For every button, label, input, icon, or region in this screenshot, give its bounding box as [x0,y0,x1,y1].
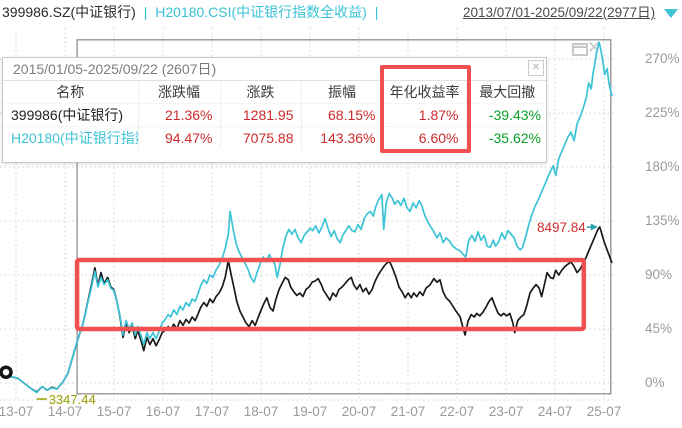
date-range-label[interactable]: 2013/07/01-2025/09/22(2977日) [462,5,656,20]
stats-panel-close-icon[interactable]: ✕ [528,60,544,76]
chevron-down-icon[interactable] [664,8,678,18]
row-chg-pct: 21.36% [137,103,220,127]
row-chg: 1281.95 [219,103,301,127]
chart-highlight-annotation [74,257,587,332]
max-pointer-arrow-icon [590,223,598,231]
series2-ticker[interactable]: H20180.CSI(中证银行指数全收益) [155,4,367,20]
y-tick-label: 0% [645,375,665,390]
stats-panel: 2015/01/05-2025/09/22 (2607日) ✕ 名称 涨跌幅 涨… [2,57,548,163]
x-tick-label: 13-07 [0,404,34,419]
stats-table: 名称 涨跌幅 涨跌 振幅 年化收益率 最大回撤 399986(中证银行) 21.… [3,81,548,149]
y-tick-label: 135% [645,213,680,228]
x-tick-label: 15-07 [96,404,132,419]
y-tick-label: 225% [645,105,680,120]
separator: | [143,4,148,20]
series1-ticker[interactable]: 399986.SZ(中证银行) [2,4,136,20]
x-tick-label: 16-07 [145,404,181,419]
table-row: H20180(中证银行指数全收益) 94.47% 7075.88 143.36%… [3,126,548,149]
chart-close-icon[interactable]: ✕ [587,38,602,57]
row-chg-pct: 94.47% [137,126,220,149]
max-value-label: 8497.84 [537,220,586,235]
row-max-drawdown: -39.43% [465,103,548,127]
date-range-picker[interactable]: 2013/07/01-2025/09/22(2977日) [463,0,678,25]
col-chg: 涨跌 [219,81,301,104]
series-line-399986 [0,226,613,393]
row-amplitude: 143.36% [300,126,383,149]
row-name: H20180(中证银行指数全收益) [11,130,138,146]
row-name: 399986(中证银行) [11,107,124,123]
separator: | [374,4,379,20]
y-tick-label: 45% [645,321,673,336]
row-annualized: 1.87% [382,103,466,127]
row-annualized: 6.60% [382,126,466,149]
x-tick-label: 19-07 [292,404,328,419]
x-tick-label: 17-07 [194,404,230,419]
x-tick-label: 21-07 [390,404,426,419]
range-selection-box[interactable] [76,39,612,395]
col-drawdown: 最大回撤 [465,81,548,104]
row-amplitude: 68.15% [300,103,383,127]
x-tick-label: 20-07 [341,404,377,419]
y-tick-label: 180% [645,159,680,174]
x-tick-label: 24-07 [537,404,573,419]
x-tick-label: 22-07 [439,404,475,419]
row-max-drawdown: -35.62% [465,126,548,149]
series-start-marker [0,365,13,379]
stats-panel-title: 2015/01/05-2025/09/22 (2607日) [3,58,546,81]
restore-window-icon[interactable] [572,43,588,56]
col-name: 名称 [56,84,85,100]
y-tick-label: 270% [645,51,680,66]
x-tick-label: 14-07 [47,404,83,419]
x-tick-label: 25-07 [586,404,622,419]
legend: 399986.SZ(中证银行) | H20180.CSI(中证银行指数全收益) … [2,0,382,24]
min-value-label: 3347.44 [49,392,96,407]
x-tick-label: 18-07 [243,404,279,419]
y-tick-label: 90% [645,267,673,282]
table-header-row: 名称 涨跌幅 涨跌 振幅 年化收益率 最大回撤 [3,81,548,104]
col-annualized: 年化收益率 [382,81,466,104]
row-chg: 7075.88 [219,126,301,149]
col-amplitude: 振幅 [300,81,383,104]
top-bar: 399986.SZ(中证银行) | H20180.CSI(中证银行指数全收益) … [0,0,682,26]
table-row: 399986(中证银行) 21.36% 1281.95 68.15% 1.87%… [3,103,548,127]
col-chg-pct: 涨跌幅 [137,81,220,104]
x-tick-label: 23-07 [488,404,524,419]
